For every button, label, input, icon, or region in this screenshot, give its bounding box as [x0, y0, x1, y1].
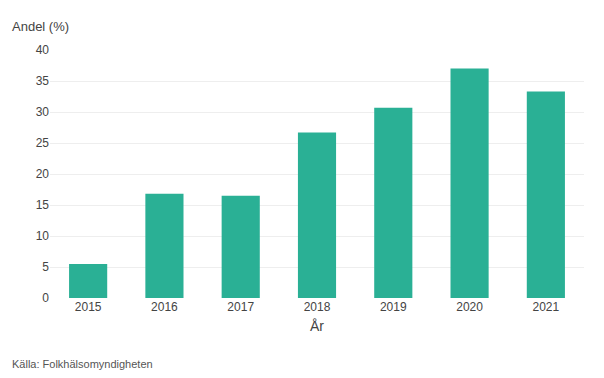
svg-text:2015: 2015: [75, 300, 102, 314]
svg-text:2018: 2018: [304, 300, 331, 314]
svg-text:2017: 2017: [227, 300, 254, 314]
svg-text:2020: 2020: [456, 300, 483, 314]
svg-text:2021: 2021: [533, 300, 560, 314]
svg-text:0: 0: [42, 291, 49, 305]
svg-text:2016: 2016: [151, 300, 178, 314]
svg-text:År: År: [310, 318, 324, 334]
svg-text:20: 20: [36, 167, 50, 181]
svg-text:35: 35: [36, 74, 50, 88]
svg-text:Källa: Folkhälsomyndigheten: Källa: Folkhälsomyndigheten: [12, 358, 153, 370]
svg-text:Andel (%): Andel (%): [12, 19, 69, 34]
svg-text:15: 15: [36, 198, 50, 212]
svg-text:2019: 2019: [380, 300, 407, 314]
svg-text:5: 5: [42, 260, 49, 274]
svg-text:25: 25: [36, 136, 50, 150]
svg-text:30: 30: [36, 105, 50, 119]
svg-text:40: 40: [36, 43, 50, 57]
svg-text:10: 10: [36, 229, 50, 243]
